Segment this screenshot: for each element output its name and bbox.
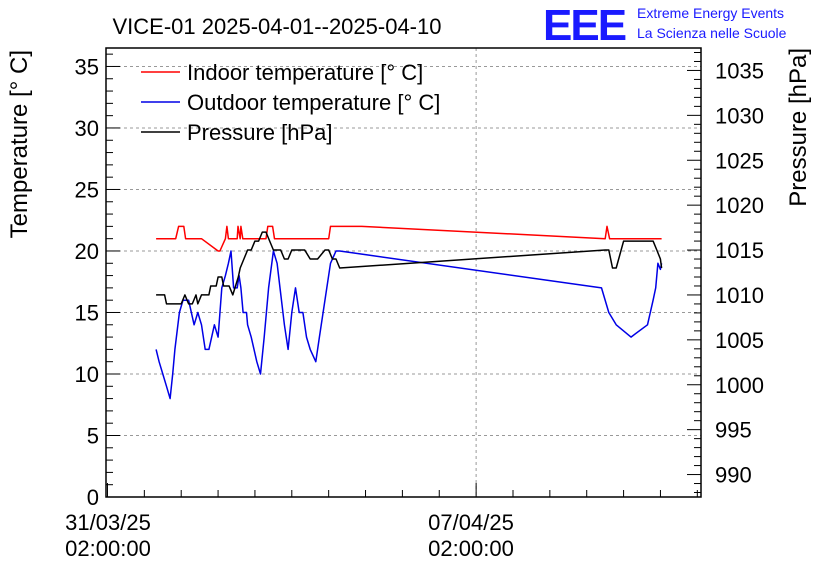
- x-tick-label-time-1: 02:00:00: [428, 536, 514, 561]
- plot-frame: [105, 47, 702, 498]
- series-line-indoor-temperature: [156, 225, 662, 252]
- y-right-tick-label: 990: [715, 463, 752, 488]
- y-right-tick-label: 1035: [715, 58, 764, 83]
- legend-label-outdoor: Outdoor temperature [° C]: [187, 90, 440, 115]
- y-left-tick-label: 10: [75, 362, 99, 387]
- y-left-tick-label: 30: [75, 116, 99, 141]
- y-left-tick-label: 5: [87, 423, 99, 448]
- y-right-tick-label: 1030: [715, 103, 764, 128]
- y-right-tick-label: 1005: [715, 328, 764, 353]
- x-tick-label-date-0: 31/03/25: [65, 510, 151, 535]
- y-left-tick-label: 35: [75, 54, 99, 79]
- y-right-tick-label: 1010: [715, 283, 764, 308]
- y-left-tick-label: 25: [75, 177, 99, 202]
- x-tick-label-date-1: 07/04/25: [428, 510, 514, 535]
- y-right-tick-label: 1020: [715, 193, 764, 218]
- y-right-tick-label: 1015: [715, 238, 764, 263]
- legend-label-indoor: Indoor temperature [° C]: [187, 60, 423, 85]
- eee-logo-line2: La Scienza nelle Scuole: [637, 25, 787, 41]
- series-line-pressure: [156, 231, 663, 305]
- axes: 0510152025303599099510001005101010151020…: [75, 51, 764, 510]
- legend-label-pressure: Pressure [hPa]: [187, 120, 333, 145]
- y-right-tick-label: 1000: [715, 373, 764, 398]
- y-right-tick-label: 995: [715, 418, 752, 443]
- y-left-axis-label: Temperature [° C]: [6, 50, 33, 238]
- x-tick-label-time-0: 02:00:00: [65, 536, 151, 561]
- y-left-tick-label: 15: [75, 300, 99, 325]
- series-lines: [155, 225, 663, 400]
- eee-logo-line1: Extreme Energy Events: [637, 5, 784, 21]
- y-right-tick-label: 1025: [715, 148, 764, 173]
- y-left-tick-label: 0: [87, 485, 99, 510]
- eee-logo-mark: EEE: [543, 1, 626, 50]
- y-right-axis-label: Pressure [hPa]: [785, 48, 812, 207]
- chart-title: VICE-01 2025-04-01--2025-04-10: [113, 14, 442, 39]
- legend: Indoor temperature [° C] Outdoor tempera…: [141, 60, 440, 145]
- eee-logo: EEE Extreme Energy Events La Scienza nel…: [543, 1, 787, 50]
- y-left-tick-label: 20: [75, 239, 99, 264]
- grid-lines: [106, 48, 701, 497]
- series-line-outdoor-temperature: [155, 250, 663, 400]
